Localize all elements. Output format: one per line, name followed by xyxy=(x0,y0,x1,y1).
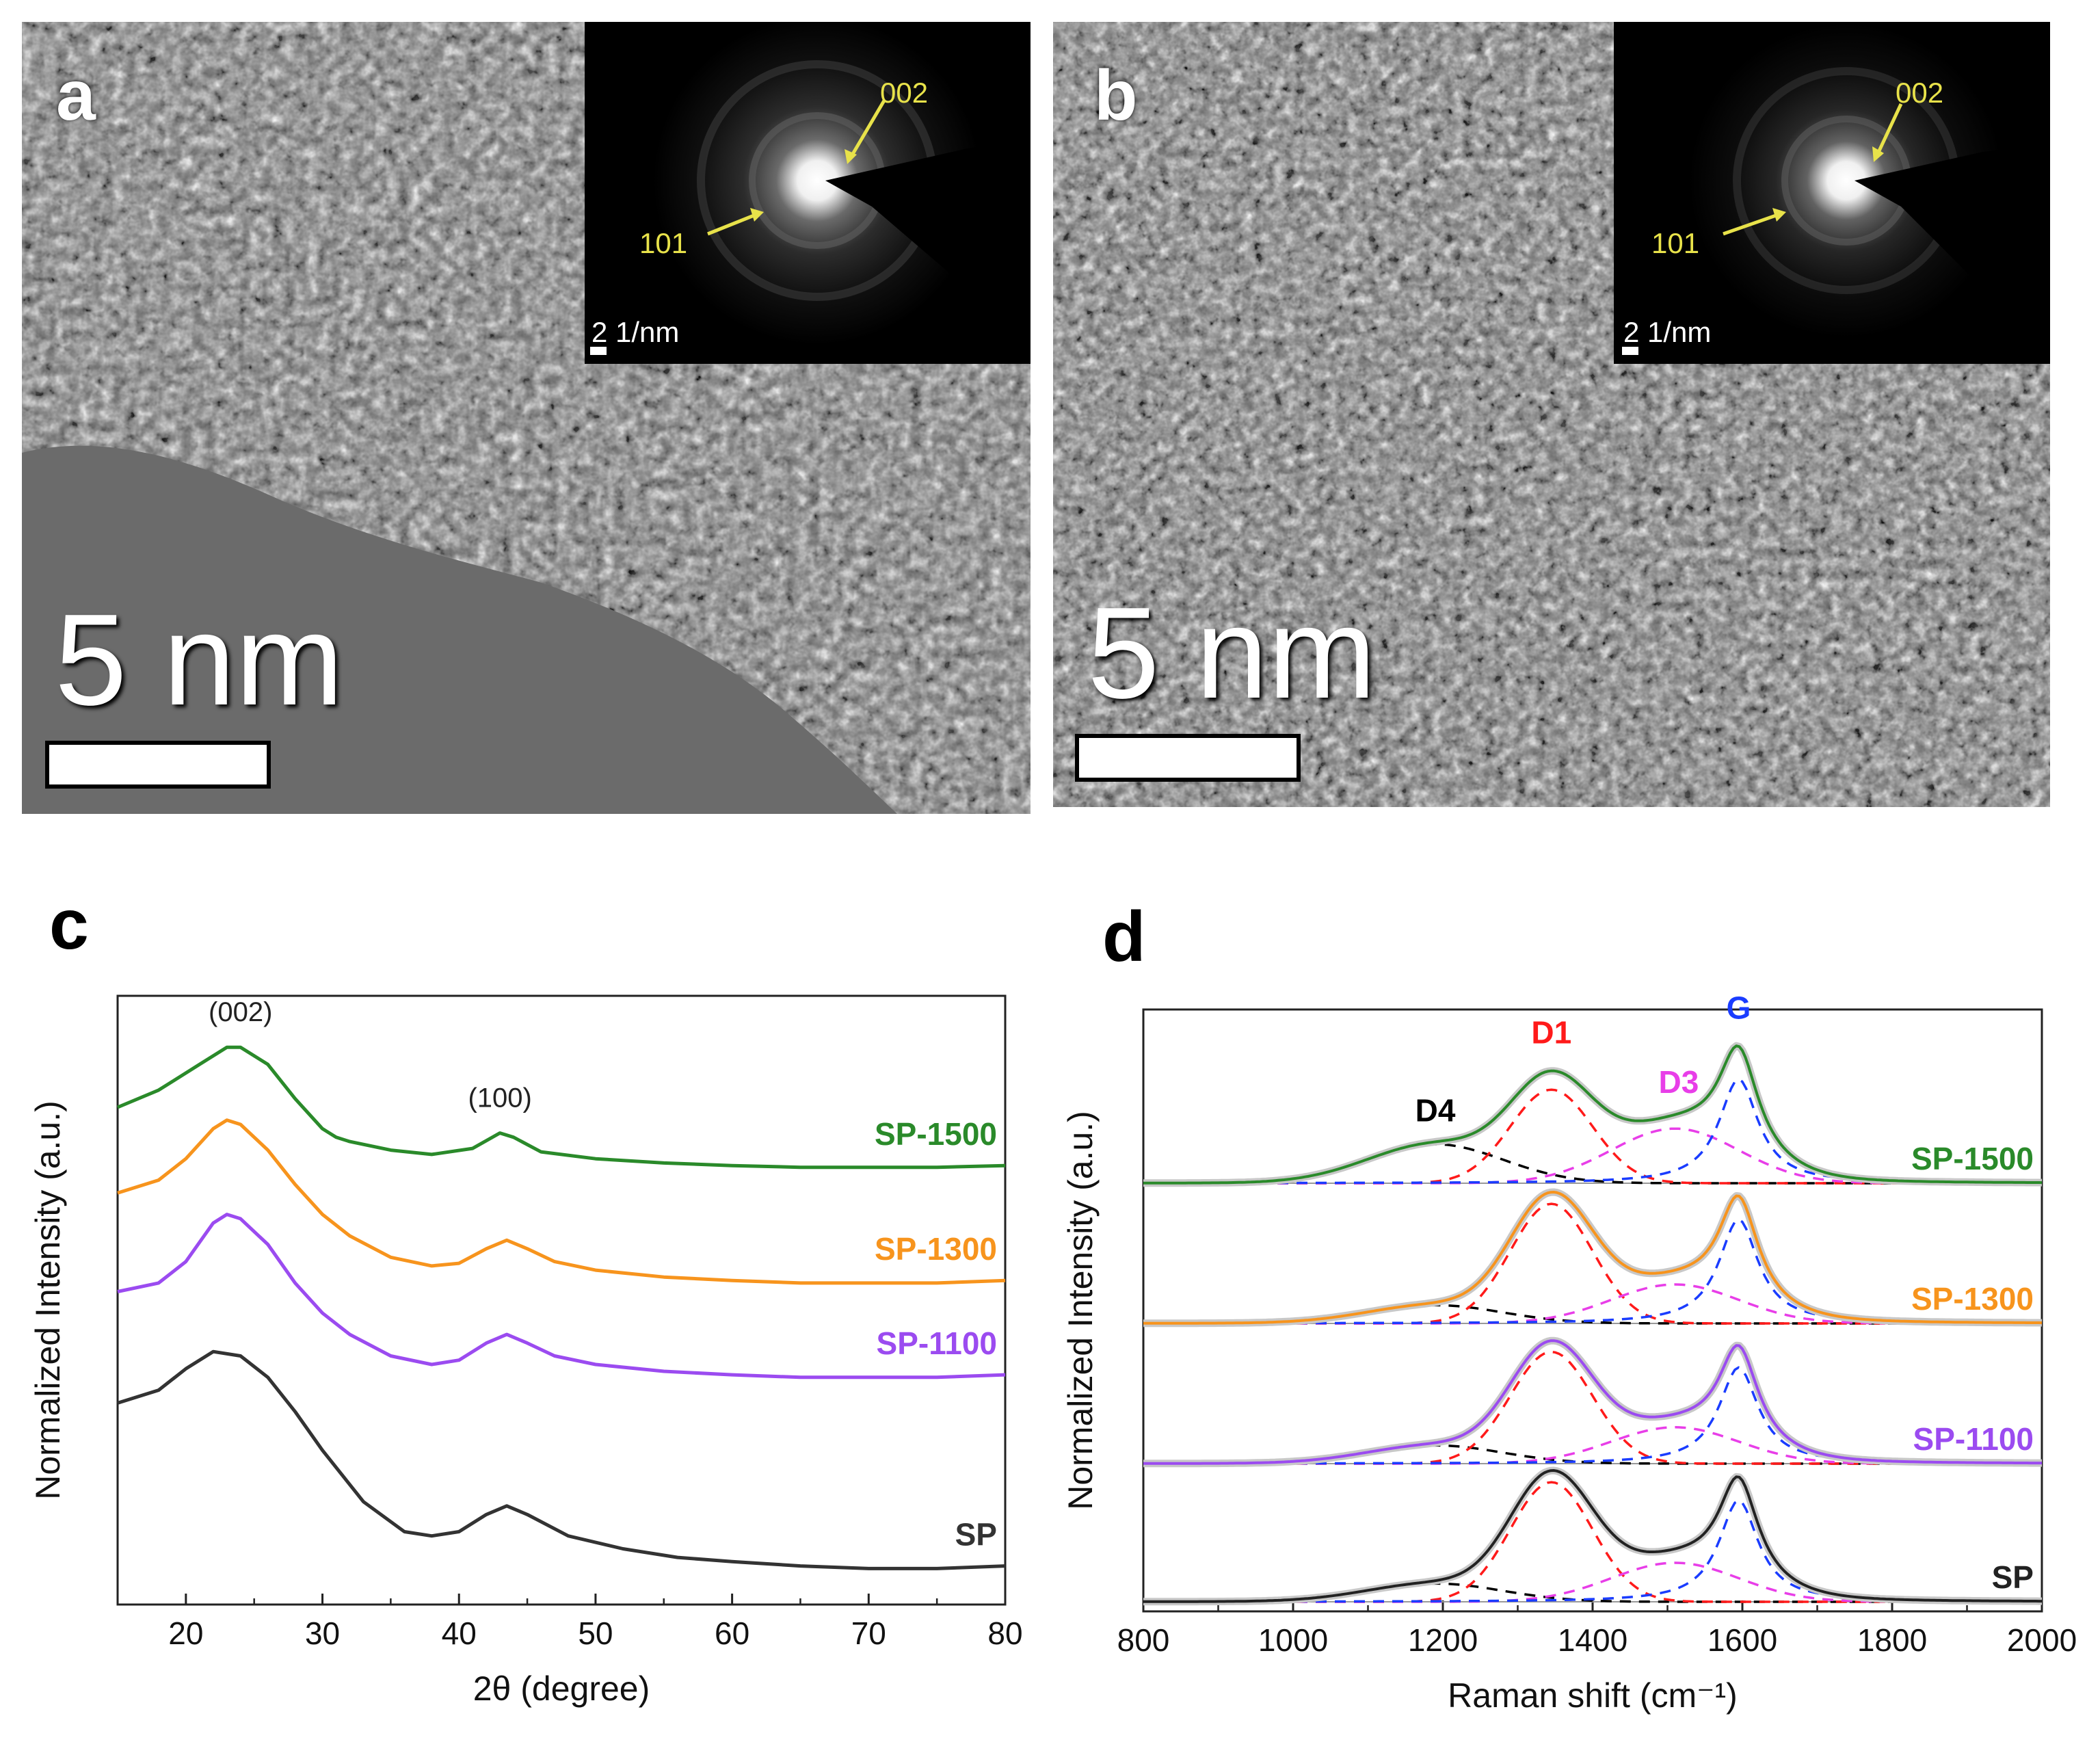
peak-annotation: (002) xyxy=(209,997,272,1027)
y-axis-label: Normalized Intensity (a.u.) xyxy=(1061,1111,1100,1510)
x-axis-label: Raman shift (cm⁻¹) xyxy=(1448,1676,1738,1715)
raman-chart: 800 1000 1200 1400 1600 1800 2000 Raman shift (… xyxy=(1053,944,2100,1739)
series-line-sp-1100 xyxy=(117,1213,1006,1380)
series-line-sp-1500 xyxy=(117,1045,1006,1170)
saed-label-002: 002 xyxy=(1896,77,1944,109)
fit-peak-d3 xyxy=(1143,1426,2042,1465)
saed-pattern-b xyxy=(1622,23,2050,355)
series-label-sp-1300: SP-1300 xyxy=(1911,1281,2034,1317)
series-fit-sp-1300 xyxy=(1143,1191,2043,1325)
saed-inset-a: 002 101 2 1/nm xyxy=(585,22,1031,364)
series-label-sp: SP xyxy=(1992,1559,2034,1595)
panel-letter-b: b xyxy=(1094,56,1138,135)
x-tick-label: 20 xyxy=(168,1615,203,1651)
saed-label-101: 101 xyxy=(1651,227,1700,259)
fit-peak-g xyxy=(1143,1217,2043,1325)
peak-annotation: (100) xyxy=(468,1083,531,1113)
x-tick-label: 1800 xyxy=(1857,1622,1927,1658)
fit-peak-g xyxy=(1143,1499,2042,1603)
peak-label-d3: D3 xyxy=(1659,1064,1699,1100)
panel-letter-a: a xyxy=(56,56,96,135)
saed-scale-label: 2 1/nm xyxy=(592,316,680,348)
saed-scale-label: 2 1/nm xyxy=(1623,316,1712,348)
saed-inset-b: 002 101 2 1/nm xyxy=(1614,22,2050,364)
x-tick-label: 40 xyxy=(442,1615,477,1651)
scale-bar-b xyxy=(1075,734,1301,782)
series-fit-sp-1500 xyxy=(1143,1044,2043,1185)
x-tick-label: 80 xyxy=(987,1615,1022,1651)
series-line-sp-1300 xyxy=(117,1118,1006,1285)
series-fit-sp xyxy=(1143,1469,2042,1603)
series-label-sp-1100: SP-1100 xyxy=(877,1325,997,1361)
raw-spectrum xyxy=(1142,1336,2043,1468)
series-line-sp xyxy=(117,1349,1006,1570)
x-tick-label: 1000 xyxy=(1258,1622,1328,1658)
scale-bar-a xyxy=(45,741,271,789)
fit-peak-d1 xyxy=(1143,1481,2042,1603)
raw-spectrum xyxy=(1142,1188,2043,1328)
x-tick-label: 1200 xyxy=(1408,1622,1478,1658)
series-label-sp-1500: SP-1500 xyxy=(875,1116,997,1152)
series-label-sp: SP xyxy=(955,1517,997,1553)
x-tick-label: 60 xyxy=(715,1615,749,1651)
peak-label-d4: D4 xyxy=(1415,1092,1456,1128)
x-tick-label: 30 xyxy=(305,1615,340,1651)
fit-peak-d3 xyxy=(1143,1561,2042,1603)
series-fit-sp-1100 xyxy=(1143,1339,2042,1465)
fit-peak-d1 xyxy=(1143,1202,2042,1325)
raw-spectrum xyxy=(1142,1042,2043,1187)
scale-bar-label-b: 5 nm xyxy=(1087,581,1377,726)
panel-letter-d: d xyxy=(1102,897,1146,977)
saed-label-002: 002 xyxy=(880,77,929,109)
fit-peak-g xyxy=(1143,1077,2043,1185)
y-axis-label: Normalized Intensity (a.u.) xyxy=(29,1100,67,1500)
x-axis-label: 2θ (degree) xyxy=(473,1670,650,1708)
x-tick-label: 1600 xyxy=(1707,1622,1777,1658)
raw-spectrum xyxy=(1142,1466,2043,1606)
scale-bar-label-a: 5 nm xyxy=(55,588,344,733)
series-label-sp-1300: SP-1300 xyxy=(875,1231,997,1267)
peak-label-g: G xyxy=(1727,990,1751,1026)
x-tick-label: 2000 xyxy=(2007,1622,2077,1658)
saed-label-101: 101 xyxy=(639,227,688,259)
peak-label-d1: D1 xyxy=(1531,1015,1571,1051)
x-tick-label: 70 xyxy=(851,1615,886,1651)
fit-peak-d3 xyxy=(1143,1127,2042,1185)
saed-pattern-a xyxy=(590,22,1031,355)
panel-letter-c: c xyxy=(49,885,89,964)
plot-frame xyxy=(116,994,1007,1606)
x-tick-label: 1400 xyxy=(1558,1622,1627,1658)
series-label-sp-1500: SP-1500 xyxy=(1911,1141,2034,1176)
xrd-chart: 20 30 40 50 60 70 80 2θ (degree) Normalized Inte… xyxy=(0,944,1053,1739)
x-tick-label: 50 xyxy=(578,1615,613,1651)
xrd-chart-svg: 20 30 40 50 60 70 80 2θ (degree) Normalized Inte… xyxy=(29,994,1023,1708)
amorphous-film-region xyxy=(22,445,897,814)
raman-chart-svg: 800 1000 1200 1400 1600 1800 2000 Raman shift (… xyxy=(1061,990,2077,1715)
x-tick-label: 800 xyxy=(1117,1622,1170,1658)
fit-peak-d3 xyxy=(1143,1283,2042,1325)
fit-peak-d1 xyxy=(1143,1088,2042,1185)
series-label-sp-1100: SP-1100 xyxy=(1913,1421,2034,1457)
